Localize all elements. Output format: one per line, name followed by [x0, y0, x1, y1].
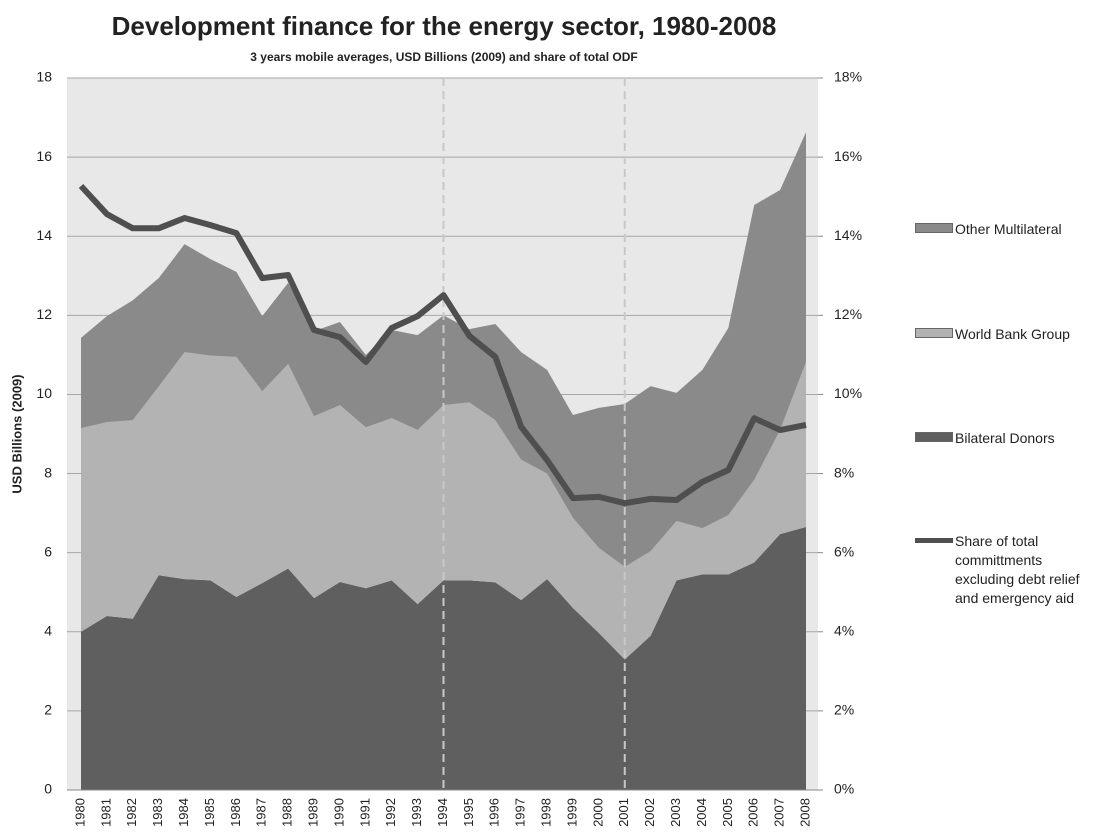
- legend-swatch: [915, 432, 953, 442]
- area: [81, 526, 806, 790]
- x-tick-label: 1984: [176, 798, 191, 827]
- y2-tick-label: 12%: [834, 306, 862, 322]
- x-tick-label: 2008: [797, 798, 812, 827]
- x-tick-label: 1983: [150, 798, 165, 827]
- y2-tick-label: 8%: [834, 464, 854, 480]
- y-tick-label: 10: [36, 385, 52, 401]
- x-tick-label: 1998: [539, 798, 554, 827]
- x-tick-label: 2004: [694, 798, 709, 827]
- legend-swatch: [915, 223, 953, 233]
- y-tick-label: 6: [44, 543, 52, 559]
- x-tick-label: 2007: [772, 798, 787, 827]
- x-tick-label: 1996: [487, 798, 502, 827]
- y2-tick-label: 16%: [834, 148, 862, 164]
- x-tick-label: 1985: [202, 798, 217, 827]
- x-tick-label: 1988: [280, 798, 295, 827]
- legend-swatch: [915, 538, 953, 543]
- x-tick-label: 2002: [642, 798, 657, 827]
- x-tick-label: 2001: [616, 798, 631, 827]
- legend-swatch: [915, 328, 953, 338]
- legend-entry: Share of total committments excluding de…: [915, 532, 1105, 608]
- legend-label: World Bank Group: [955, 326, 1070, 342]
- y2-tick-label: 14%: [834, 227, 862, 243]
- y-tick-label: 2: [44, 702, 52, 718]
- area: [81, 352, 806, 660]
- y-tick-label: 4: [44, 622, 52, 638]
- x-tick-label: 2003: [668, 798, 683, 827]
- y2-tick-label: 10%: [834, 385, 862, 401]
- y2-tick-label: 18%: [834, 69, 862, 85]
- x-tick-label: 1987: [254, 798, 269, 827]
- y2-tick-label: 0%: [834, 781, 854, 797]
- y2-tick-label: 4%: [834, 622, 854, 638]
- chart-title: Development finance for the energy secto…: [112, 11, 777, 41]
- legend-entry: Bilateral Donors: [915, 429, 1105, 448]
- legend-label: Bilateral Donors: [955, 430, 1055, 446]
- x-tick-label: 1980: [72, 798, 87, 827]
- x-tick-label: 1992: [383, 798, 398, 827]
- x-tick-label: 1994: [435, 798, 450, 827]
- x-tick-label: 1990: [331, 798, 346, 827]
- x-tick-label: 2005: [720, 798, 735, 827]
- legend-label: Other Multilateral: [955, 221, 1062, 237]
- y-tick-label: 0: [44, 781, 52, 797]
- x-tick-label: 1999: [564, 798, 579, 827]
- y-tick-label: 12: [36, 306, 52, 322]
- x-tick-label: 1997: [513, 798, 528, 827]
- y-tick-label: 14: [36, 227, 52, 243]
- y-tick-label: 16: [36, 148, 52, 164]
- x-tick-label: 2000: [590, 798, 605, 827]
- x-tick-label: 1982: [124, 798, 139, 827]
- x-tick-label: 1989: [305, 798, 320, 827]
- chart-subtitle: 3 years mobile averages, USD Billions (2…: [250, 50, 637, 64]
- x-tick-label: 1986: [228, 798, 243, 827]
- y-tick-label: 18: [36, 69, 52, 85]
- y2-tick-label: 2%: [834, 702, 854, 718]
- x-tick-label: 2006: [746, 798, 761, 827]
- legend-entry: Other Multilateral: [915, 220, 1105, 239]
- x-tick-label: 1995: [461, 798, 476, 827]
- x-tick-label: 1991: [357, 798, 372, 827]
- x-tick-label: 1993: [409, 798, 424, 827]
- legend-label: Share of total committments excluding de…: [955, 533, 1080, 606]
- x-tick-label: 1981: [98, 798, 113, 827]
- y-axis-label: USD Billions (2009): [9, 374, 24, 493]
- y-tick-label: 8: [44, 464, 52, 480]
- y2-tick-label: 6%: [834, 543, 854, 559]
- share-line: [78, 183, 807, 507]
- legend-entry: World Bank Group: [915, 325, 1105, 344]
